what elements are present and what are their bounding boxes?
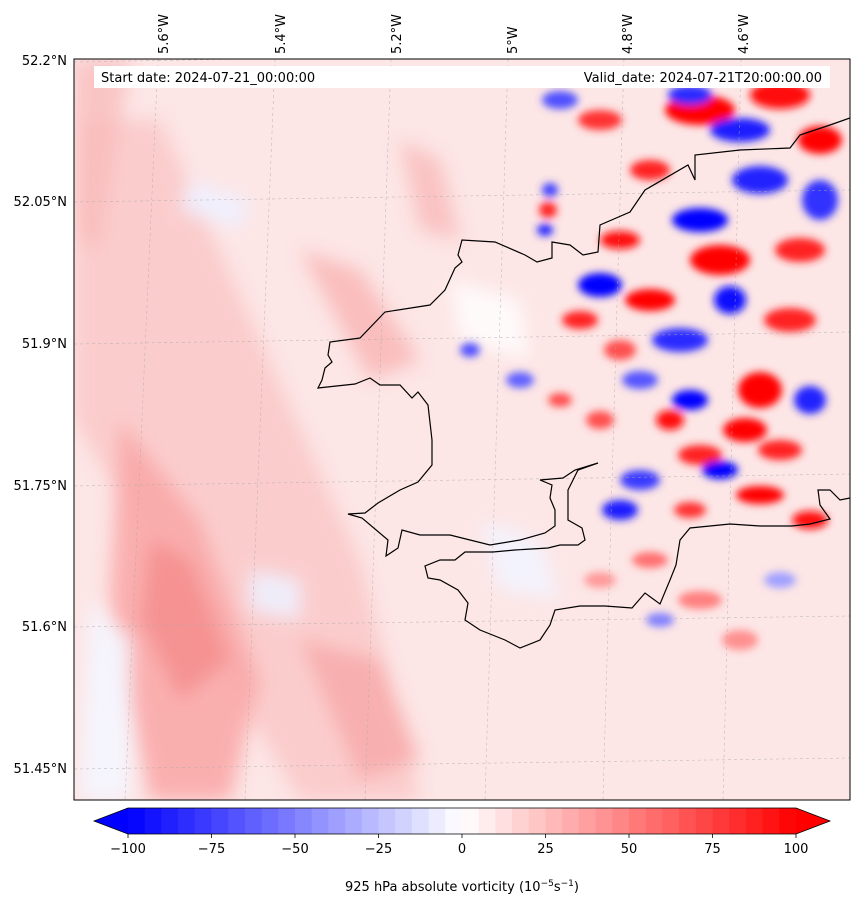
colorbar-cell: [128, 808, 146, 834]
colorbar-cell: [679, 808, 697, 834]
lon-label-5-2w: 5.2°W: [390, 14, 405, 54]
lat-label-51-45n: 51.45°N: [14, 762, 67, 777]
colorbar-cell: [662, 808, 680, 834]
colorbar-tick-label: −25: [365, 842, 392, 857]
colorbar-cell: [629, 808, 647, 834]
coastline: [316, 117, 850, 649]
colorbar-cells: [128, 808, 797, 834]
colorbar-tick-label: −75: [198, 842, 225, 857]
colorbar-tick-label: −100: [110, 842, 146, 857]
colorbar-cell: [462, 808, 480, 834]
colorbar-cell: [278, 808, 296, 834]
smooth-vorticity-bands: [74, 60, 560, 800]
colorbar-cell: [645, 808, 663, 834]
lon-label-4-6w: 4.6°W: [737, 14, 752, 54]
colorbar-tick-label: 100: [784, 842, 809, 857]
start-date-label: Start date: 2024-07-21_00:00:00: [101, 71, 315, 86]
colorbar-cell: [578, 808, 596, 834]
lat-label-51-9n: 51.9°N: [22, 337, 67, 352]
date-banner: [94, 66, 830, 88]
colorbar-cell: [194, 808, 212, 834]
colorbar-tick-label: 50: [621, 842, 638, 857]
colorbar-cell: [378, 808, 396, 834]
colorbar-cell: [528, 808, 546, 834]
latitude-labels: 52.2°N 52.05°N 51.9°N 51.75°N 51.6°N 51.…: [14, 54, 67, 777]
map-frame: [73, 58, 851, 801]
colorbar-tick-label: 25: [537, 842, 554, 857]
colorbar-cell: [445, 808, 463, 834]
colorbar-tick-label: 75: [704, 842, 721, 857]
colorbar-cell: [411, 808, 429, 834]
valid-date-label: Valid_date: 2024-07-21T20:00:00.00: [584, 71, 822, 86]
map-panel: Start date: 2024-07-21_00:00:00 Valid_da…: [74, 59, 850, 800]
colorbar-tick-label: −50: [281, 842, 308, 857]
colorbar-cell: [261, 808, 279, 834]
longitude-labels: 5.6°W 5.4°W 5.2°W 5°W 4.8°W 4.6°W: [157, 14, 752, 54]
colorbar: −100 −75 −50 −25 0 25 50 75 100 925 hPa absolute…: [92, 807, 832, 895]
colorbar-cell: [395, 808, 413, 834]
colorbar-ticks: −100 −75 −50 −25 0 25 50 75 100: [110, 834, 808, 857]
lon-label-5-4w: 5.4°W: [274, 14, 289, 54]
colorbar-cell: [495, 808, 513, 834]
colorbar-cell: [178, 808, 196, 834]
lat-label-52-05n: 52.05°N: [14, 195, 67, 210]
colorbar-cell: [512, 808, 530, 834]
colorbar-extend-min: [94, 808, 128, 834]
colorbar-cell: [762, 808, 780, 834]
colorbar-tick-label: 0: [458, 842, 466, 857]
colorbar-cell: [729, 808, 747, 834]
colorbar-cell: [361, 808, 379, 834]
colorbar-cell: [695, 808, 713, 834]
lat-label-51-75n: 51.75°N: [14, 479, 67, 494]
colorbar-cell: [228, 808, 246, 834]
colorbar-cell: [311, 808, 329, 834]
lon-label-5-6w: 5.6°W: [157, 14, 172, 54]
lon-label-5w: 5°W: [506, 26, 521, 54]
colorbar-cell: [428, 808, 446, 834]
colorbar-cell: [745, 808, 763, 834]
colorbar-cell: [244, 808, 262, 834]
colorbar-cell: [328, 808, 346, 834]
colorbar-cell: [612, 808, 630, 834]
graticule: [74, 59, 850, 800]
lon-label-4-8w: 4.8°W: [621, 14, 636, 54]
colorbar-cell: [478, 808, 496, 834]
colorbar-cell: [712, 808, 730, 834]
colorbar-cell: [595, 808, 613, 834]
colorbar-extend-max: [796, 808, 830, 834]
convective-vorticity-cells: [460, 81, 842, 650]
colorbar-cell: [779, 808, 797, 834]
colorbar-label: 925 hPa absolute vorticity (10−5s−1): [345, 879, 579, 895]
colorbar-cell: [345, 808, 363, 834]
colorbar-cell: [545, 808, 563, 834]
lat-label-52-2n: 52.2°N: [22, 54, 67, 69]
lat-label-51-6n: 51.6°N: [22, 620, 67, 635]
colorbar-cell: [144, 808, 162, 834]
colorbar-cell: [161, 808, 179, 834]
colorbar-cell: [211, 808, 229, 834]
colorbar-cell: [562, 808, 580, 834]
colorbar-cell: [295, 808, 313, 834]
